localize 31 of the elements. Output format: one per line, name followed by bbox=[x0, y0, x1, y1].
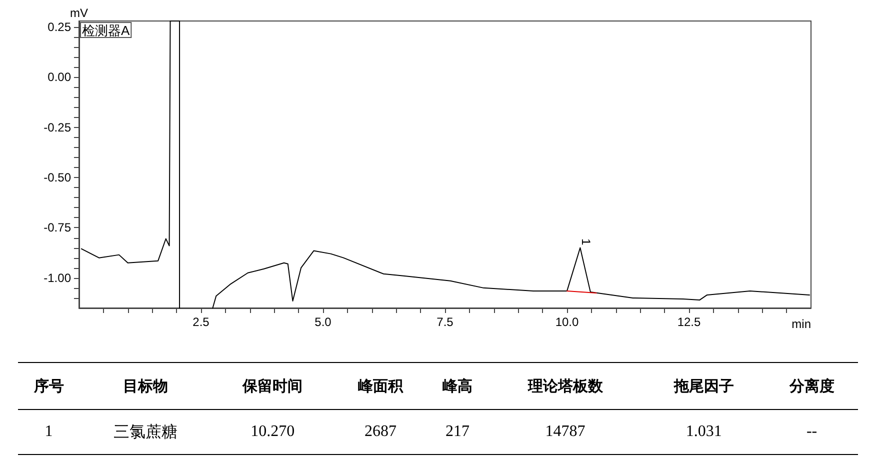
text: -- bbox=[805, 422, 818, 442]
y-tick-label: -0.25 bbox=[44, 120, 72, 134]
text: 理论塔板数 bbox=[526, 376, 604, 396]
text: 10.270 bbox=[250, 422, 296, 442]
x-tick-label: 2.5 bbox=[192, 315, 210, 329]
text: 1.031 bbox=[684, 422, 723, 442]
y-tick-label: -0.75 bbox=[44, 220, 72, 235]
x-tick-label: 12.5 bbox=[677, 315, 701, 329]
text: 拖尾因子 bbox=[672, 376, 735, 396]
y-tick-label: 0.25 bbox=[48, 20, 72, 34]
text: 217 bbox=[444, 422, 470, 442]
x-tick-label: 5.0 bbox=[314, 315, 332, 329]
annotation: 检测器A bbox=[82, 23, 130, 38]
annotation: 1 bbox=[579, 238, 594, 246]
x-axis-title: min bbox=[792, 317, 811, 331]
text: 目标物 bbox=[122, 376, 169, 396]
text: 14787 bbox=[544, 422, 586, 442]
y-tick-label: 0.00 bbox=[48, 70, 72, 84]
x-tick-label: 7.5 bbox=[436, 315, 454, 329]
text: 1 bbox=[44, 422, 54, 442]
text: 峰高 bbox=[441, 376, 474, 396]
text: 峰面积 bbox=[356, 376, 404, 396]
text: 三氯蔗糖 bbox=[112, 422, 178, 442]
y-tick-label: -0.50 bbox=[44, 170, 72, 185]
y-tick-label: -1.00 bbox=[44, 270, 72, 285]
text: 保留时间 bbox=[241, 376, 304, 396]
y-axis-title: mV bbox=[70, 6, 88, 20]
text: 2687 bbox=[363, 422, 398, 442]
text: 序号 bbox=[32, 376, 65, 396]
x-tick-label: 10.0 bbox=[555, 315, 579, 329]
text: 分离度 bbox=[788, 376, 836, 396]
